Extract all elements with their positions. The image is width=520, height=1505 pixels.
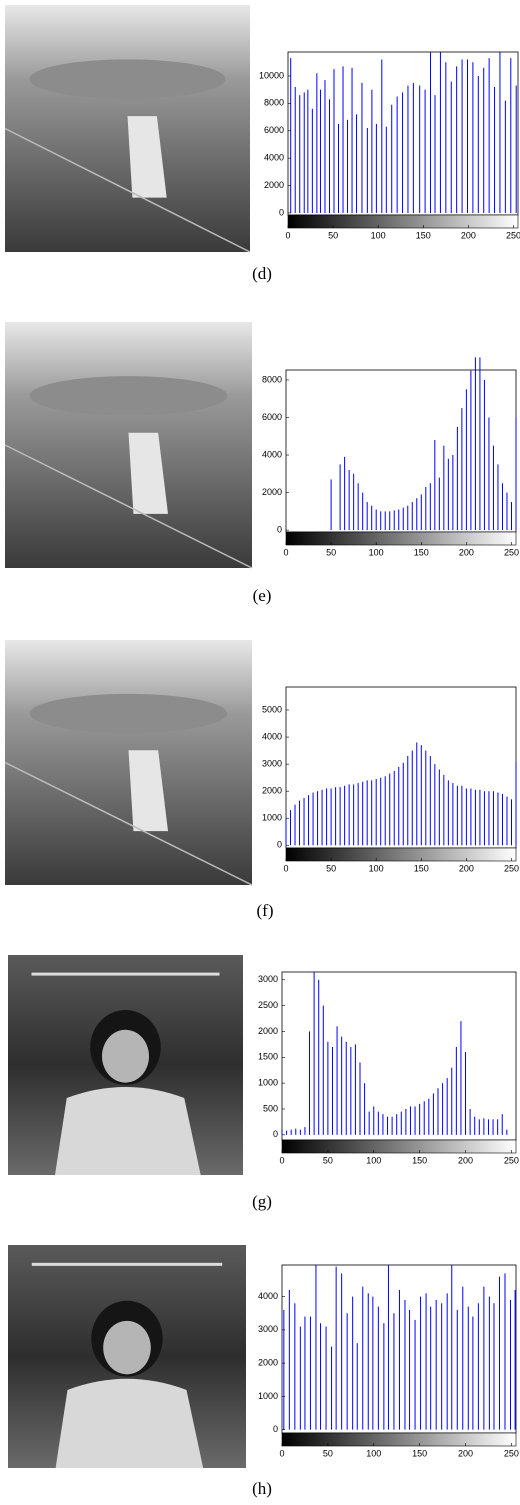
- y-tick-label: 2000: [264, 180, 284, 190]
- y-tick-label: 0: [273, 1129, 278, 1139]
- y-tick-label: 3000: [258, 1324, 278, 1334]
- panel-caption: (d): [252, 264, 272, 283]
- ceiling-light: [31, 1262, 223, 1266]
- x-tick-label: 200: [459, 547, 474, 557]
- y-tick-label: 0: [279, 207, 284, 217]
- photo: [4, 640, 253, 886]
- panel-caption: (g): [252, 1192, 272, 1211]
- plot-frame: [285, 369, 517, 533]
- x-tick-label: 150: [412, 1448, 427, 1458]
- colorbar: [281, 1139, 517, 1154]
- photo-bg: [5, 640, 252, 885]
- y-tick-label: 3000: [262, 758, 282, 768]
- x-tick-label: 50: [328, 230, 338, 240]
- plot-frame: [281, 971, 517, 1141]
- x-tick-label: 200: [459, 863, 474, 873]
- x-tick-label: 0: [285, 230, 290, 240]
- x-tick-label: 250: [504, 1155, 519, 1165]
- photo: [8, 1245, 246, 1468]
- bay: [29, 376, 228, 416]
- x-tick-label: 50: [323, 1155, 333, 1165]
- bay: [29, 59, 226, 99]
- colorbar: [287, 214, 519, 229]
- y-tick-label: 10000: [259, 70, 284, 80]
- y-tick-label: 4000: [262, 731, 282, 741]
- colorbar: [285, 847, 517, 862]
- y-tick-label: 0: [273, 1424, 278, 1434]
- runway: [128, 432, 169, 514]
- face: [102, 1029, 149, 1083]
- jacket: [55, 1087, 201, 1175]
- x-tick-label: 50: [323, 1448, 333, 1458]
- jacket: [55, 1378, 204, 1468]
- x-tick-label: 100: [366, 1448, 381, 1458]
- y-tick-label: 5000: [262, 704, 282, 714]
- photo-bg: [5, 5, 250, 252]
- y-tick-label: 1500: [258, 1052, 278, 1062]
- bay: [29, 693, 228, 734]
- x-tick-label: 200: [461, 230, 476, 240]
- x-tick-label: 0: [279, 1155, 284, 1165]
- x-tick-label: 0: [283, 547, 288, 557]
- road: [4, 761, 253, 886]
- road: [4, 444, 253, 569]
- colorbar: [285, 531, 517, 546]
- x-tick-label: 0: [283, 863, 288, 873]
- plot-frame: [285, 686, 517, 849]
- x-tick-label: 150: [416, 230, 431, 240]
- x-tick-label: 100: [369, 863, 384, 873]
- y-tick-label: 6000: [262, 412, 282, 422]
- runway: [127, 116, 167, 198]
- panel-caption: (f): [257, 901, 274, 920]
- x-tick-label: 200: [458, 1448, 473, 1458]
- y-tick-label: 6000: [264, 125, 284, 135]
- x-tick-label: 250: [504, 863, 519, 873]
- x-tick-label: 0: [279, 1448, 284, 1458]
- x-tick-label: 250: [504, 1448, 519, 1458]
- y-tick-label: 4000: [258, 1291, 278, 1301]
- x-tick-label: 100: [366, 1155, 381, 1165]
- x-tick-label: 100: [371, 230, 386, 240]
- y-tick-label: 2500: [258, 1000, 278, 1010]
- y-tick-label: 1000: [258, 1391, 278, 1401]
- y-tick-label: 3000: [258, 974, 278, 984]
- y-tick-label: 1000: [258, 1078, 278, 1088]
- y-tick-label: 8000: [262, 374, 282, 384]
- road: [4, 127, 251, 253]
- colorbar: [281, 1432, 517, 1447]
- panel-caption: (h): [252, 1479, 272, 1498]
- y-tick-label: 1000: [262, 813, 282, 823]
- y-tick-label: 4000: [264, 153, 284, 163]
- y-tick-label: 0: [277, 840, 282, 850]
- y-tick-label: 500: [263, 1103, 278, 1113]
- x-tick-label: 50: [326, 547, 336, 557]
- y-tick-label: 0: [277, 524, 282, 534]
- x-tick-label: 250: [504, 547, 519, 557]
- y-tick-label: 2000: [262, 786, 282, 796]
- photo-bg: [5, 322, 252, 568]
- y-tick-label: 2000: [262, 487, 282, 497]
- x-tick-label: 250: [506, 230, 520, 240]
- panel-caption: (e): [253, 586, 272, 605]
- x-tick-label: 150: [414, 863, 429, 873]
- x-tick-label: 150: [414, 547, 429, 557]
- x-tick-label: 100: [369, 547, 384, 557]
- y-tick-label: 8000: [264, 98, 284, 108]
- runway: [128, 750, 169, 832]
- face: [103, 1320, 151, 1375]
- x-tick-label: 150: [412, 1155, 427, 1165]
- ceiling-light: [31, 972, 220, 976]
- y-tick-label: 2000: [258, 1358, 278, 1368]
- y-tick-label: 4000: [262, 449, 282, 459]
- y-tick-label: 2000: [258, 1026, 278, 1036]
- photo: [4, 5, 251, 253]
- x-tick-label: 50: [326, 863, 336, 873]
- x-tick-label: 200: [458, 1155, 473, 1165]
- photo: [8, 955, 243, 1175]
- photo: [4, 322, 253, 569]
